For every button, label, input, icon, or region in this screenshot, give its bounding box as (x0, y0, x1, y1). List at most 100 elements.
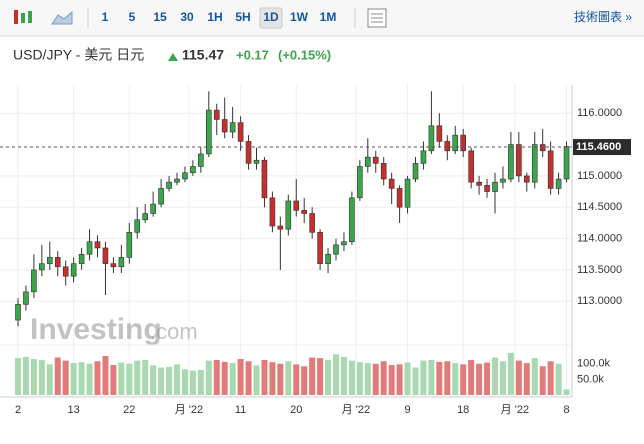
candle-body (420, 150, 427, 164)
volume-bar (150, 365, 157, 395)
candle-body (285, 200, 292, 230)
candle-body (174, 178, 180, 183)
candle-body (309, 213, 315, 233)
volume-bar (174, 364, 180, 395)
technical-link[interactable]: 技術圖表 » (574, 10, 632, 24)
candle-body (388, 178, 395, 189)
volume-bar (452, 363, 459, 395)
candle-body (23, 291, 29, 305)
volume-bar (285, 361, 292, 395)
candle-body (508, 144, 514, 180)
interval-button[interactable]: 1M (320, 10, 337, 24)
candle-body (94, 241, 101, 249)
candle-body (372, 156, 379, 164)
symbol: USD/JPY - 美元 日元 (13, 47, 144, 63)
volume-bar (189, 370, 196, 395)
candle-body (516, 144, 522, 177)
volume-bar (484, 362, 491, 395)
candle-body (396, 188, 403, 208)
interval-button[interactable]: 1W (290, 10, 309, 24)
marks (0, 91, 572, 395)
candle-body (110, 263, 117, 268)
volume-bar (507, 352, 514, 395)
interval-button[interactable]: 1 (102, 10, 109, 24)
volume-bar (205, 360, 212, 395)
candle-body (46, 257, 53, 264)
volume-bar (348, 360, 355, 395)
y-tick-label: 113.5000 (577, 264, 622, 276)
candle-body (54, 257, 61, 268)
volume-bar (38, 360, 45, 395)
volume-bar (380, 361, 387, 395)
y-tick-label: 114.5000 (577, 201, 622, 213)
last-price-label: 115.4600 (576, 141, 621, 153)
candle-body (364, 156, 371, 167)
candle-body (468, 150, 474, 183)
interval-button[interactable]: 5H (235, 10, 250, 24)
volume-bar (523, 363, 530, 395)
volume-bar (78, 362, 85, 395)
volume-bar (555, 363, 562, 395)
interval-button[interactable]: 1D (263, 10, 279, 24)
volume-bar (118, 362, 125, 395)
candle-body (102, 247, 109, 264)
volume-bar (340, 356, 347, 395)
candle-body (531, 144, 538, 183)
volume-bar (412, 367, 419, 395)
x-tick-label: 9 (404, 404, 410, 416)
x-tick-label: 月 '22 (501, 404, 529, 416)
toolbar (0, 0, 644, 36)
volume-bar (62, 360, 69, 395)
volume-bar (158, 367, 165, 395)
y-tick-label: 114.0000 (577, 232, 622, 244)
volume-bar (468, 360, 475, 395)
selected-interval (259, 7, 283, 29)
volume-tick-label: 50.0k (577, 373, 604, 385)
candle-body (269, 197, 276, 227)
candle-body (523, 175, 530, 183)
price: 115.47 (182, 47, 224, 63)
volume-bar (261, 360, 268, 395)
candle-body (277, 225, 284, 230)
x-tick-label: 20 (290, 404, 302, 416)
candle-body (229, 122, 236, 133)
candle-body (380, 163, 387, 180)
volume-bar (364, 363, 371, 395)
volume-bar (54, 357, 61, 395)
indicator-icon[interactable] (367, 8, 387, 28)
candle-body (134, 219, 141, 233)
interval-button[interactable]: 30 (180, 10, 194, 24)
volume-bar (420, 360, 427, 395)
candle-body (357, 166, 363, 199)
interval-button[interactable]: 5 (129, 10, 136, 24)
candle-body (237, 122, 244, 142)
volume-bar (181, 369, 188, 395)
volume-bar (460, 364, 467, 395)
watermark-brand: Investing (30, 313, 162, 346)
volume-bar (404, 362, 411, 395)
last-price-box (573, 139, 631, 156)
candle-body (39, 263, 45, 271)
candle-body (182, 172, 188, 180)
y-tick-label: 115.0000 (577, 170, 622, 182)
candle-body (333, 244, 339, 255)
change: +0.17 (236, 47, 269, 62)
change-pct: (+0.15%) (278, 47, 331, 62)
candle-body (547, 150, 554, 189)
candle-body (404, 178, 411, 208)
candle-icon[interactable] (14, 10, 32, 24)
volume-bar (166, 366, 173, 395)
volume-bar (388, 365, 395, 395)
candle-body (476, 181, 482, 186)
x-tick-label: 13 (68, 404, 80, 416)
candle-body (198, 153, 204, 167)
volume-bar (325, 360, 332, 395)
area-icon[interactable] (51, 10, 73, 25)
candle-body (317, 232, 323, 264)
interval-button[interactable]: 15 (153, 10, 167, 24)
candle-body (126, 232, 133, 258)
y-tick-label: 116.0000 (577, 107, 622, 119)
interval-button[interactable]: 1H (207, 10, 222, 24)
volume-bar (221, 361, 228, 395)
candle-body (444, 141, 451, 152)
